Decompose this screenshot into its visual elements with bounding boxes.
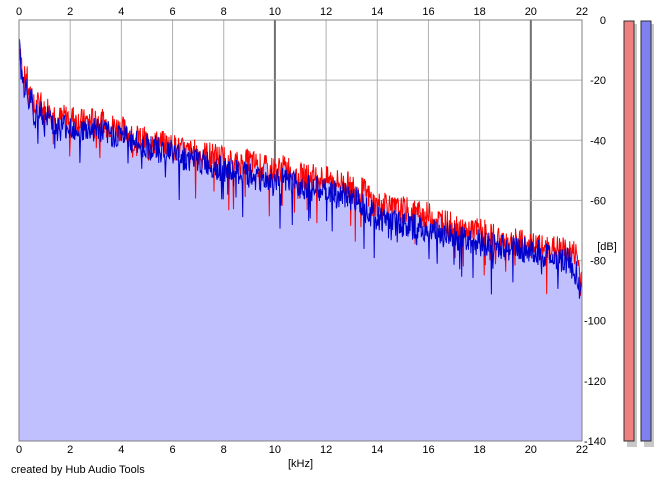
x-tick-label: 18	[474, 6, 486, 18]
y-tick-labels: 0 -20 -40 -60 -80 -100 -120 -140	[584, 15, 606, 448]
x-tick-label: 4	[118, 6, 124, 18]
x-tick-label: 22	[576, 444, 588, 456]
x-tick-label: 8	[221, 6, 227, 18]
x-tick-label: 12	[320, 6, 332, 18]
y-axis-label: [dB]	[597, 241, 617, 253]
x-tick-label: 10	[269, 444, 281, 456]
level-meters	[623, 20, 654, 447]
x-tick-label: 12	[320, 444, 332, 456]
x-tick-label: 16	[422, 6, 434, 18]
series-layer	[18, 39, 583, 299]
level-meter-left	[623, 20, 635, 442]
credit-text: created by Hub Audio Tools	[11, 464, 145, 476]
x-tick-labels-top: 0 2 4 6 8 10 12 14 16 18 20 22	[16, 6, 588, 18]
y-tick-label: -40	[590, 135, 606, 147]
x-tick-label: 4	[118, 444, 124, 456]
x-tick-label: 14	[371, 6, 383, 18]
x-tick-label: 22	[576, 6, 588, 18]
x-tick-label: 0	[16, 444, 22, 456]
x-tick-label: 2	[67, 444, 73, 456]
y-tick-label: -80	[590, 256, 606, 268]
y-tick-label: 0	[600, 15, 606, 27]
x-tick-label: 16	[422, 444, 434, 456]
plot-frame	[18, 19, 583, 442]
y-tick-label: -20	[590, 75, 606, 87]
y-tick-label: -140	[584, 436, 606, 448]
x-tick-label: 14	[371, 444, 383, 456]
spectrum-area-fill	[19, 39, 582, 441]
x-tick-label: 6	[169, 6, 175, 18]
x-tick-label: 8	[221, 444, 227, 456]
level-meter-right	[640, 20, 652, 442]
x-tick-label: 6	[169, 444, 175, 456]
y-tick-label: -60	[590, 195, 606, 207]
y-tick-label: -100	[584, 316, 606, 328]
x-tick-labels-bottom: 0 2 4 6 8 10 12 14 16 18 20 22	[16, 444, 588, 456]
y-tick-label: -120	[584, 376, 606, 388]
x-tick-label: 10	[269, 6, 281, 18]
x-tick-label: 20	[525, 444, 537, 456]
x-tick-label: 18	[474, 444, 486, 456]
x-tick-label: 2	[67, 6, 73, 18]
x-axis-label: [kHz]	[288, 458, 313, 470]
x-tick-label: 0	[16, 6, 22, 18]
series-line-blue	[18, 39, 583, 299]
x-tick-label: 20	[525, 6, 537, 18]
